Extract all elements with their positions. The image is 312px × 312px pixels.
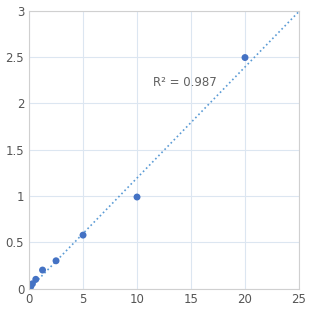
Point — [242, 55, 247, 60]
Text: R² = 0.987: R² = 0.987 — [153, 76, 217, 89]
Point — [54, 258, 59, 263]
Point — [30, 281, 35, 286]
Point — [28, 284, 33, 289]
Point — [33, 277, 38, 282]
Point — [27, 286, 32, 291]
Point — [80, 233, 85, 238]
Point — [40, 268, 45, 273]
Point — [134, 194, 139, 199]
